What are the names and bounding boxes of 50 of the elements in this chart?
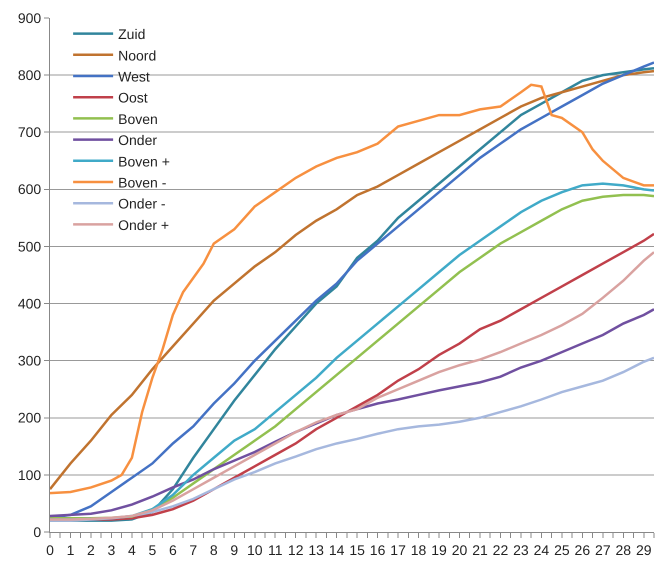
- y-tick-label: 600: [18, 181, 42, 198]
- x-tick-label: 3: [108, 542, 116, 558]
- x-tick-label: 24: [534, 542, 550, 558]
- x-tick-label: 6: [168, 542, 177, 558]
- x-tick-label: 22: [492, 542, 508, 558]
- x-tick-label: 13: [308, 542, 324, 558]
- x-tick-label: 4: [128, 542, 136, 558]
- x-tick-label: 27: [595, 542, 611, 558]
- x-tick-label: 15: [349, 542, 366, 558]
- x-tick-label: 1: [66, 542, 75, 558]
- legend-label: West: [118, 68, 150, 84]
- x-tick-label: 14: [328, 542, 345, 558]
- y-tick-label: 800: [18, 67, 42, 84]
- legend-label: Noord: [118, 47, 156, 64]
- y-tick-label: 500: [18, 238, 42, 254]
- y-tick-label: 200: [18, 410, 42, 426]
- x-tick-label: 16: [370, 542, 386, 558]
- x-tick-label: 2: [87, 542, 96, 558]
- x-tick-label: 9: [230, 542, 238, 558]
- y-tick-label: 300: [18, 352, 42, 369]
- x-tick-label: 12: [288, 542, 304, 558]
- x-tick-label: 10: [246, 542, 263, 558]
- y-tick-label: 400: [18, 295, 42, 312]
- x-tick-label: 23: [513, 542, 529, 558]
- y-tick-label: 100: [18, 466, 42, 483]
- x-tick-label: 20: [452, 542, 468, 558]
- x-tick-label: 21: [472, 542, 488, 558]
- x-tick-label: 28: [616, 542, 632, 558]
- x-tick-label: 19: [431, 542, 448, 558]
- legend-label: Boven -: [118, 174, 167, 190]
- x-tick-label: 26: [574, 542, 590, 558]
- legend-label: Boven: [118, 110, 158, 127]
- x-tick-label: 17: [390, 542, 406, 558]
- legend-label: Boven +: [118, 153, 170, 170]
- legend-label: Zuid: [118, 26, 146, 42]
- y-tick-label: 900: [18, 10, 42, 26]
- x-tick-label: 5: [148, 542, 156, 558]
- y-tick-label: 700: [18, 124, 42, 140]
- x-tick-label: 11: [268, 542, 283, 558]
- x-tick-label: 0: [46, 542, 54, 558]
- legend-label: Onder: [118, 132, 158, 148]
- x-tick-label: 25: [554, 542, 570, 558]
- legend-label: Oost: [118, 90, 148, 106]
- legend-label: Onder -: [118, 196, 166, 212]
- x-tick-label: 18: [410, 542, 427, 558]
- legend-label: Onder +: [118, 216, 170, 233]
- x-tick-label: 7: [189, 542, 198, 558]
- x-tick-label: 8: [210, 542, 218, 558]
- y-tick-label: 0: [33, 524, 42, 540]
- x-tick-label: 29: [636, 542, 652, 558]
